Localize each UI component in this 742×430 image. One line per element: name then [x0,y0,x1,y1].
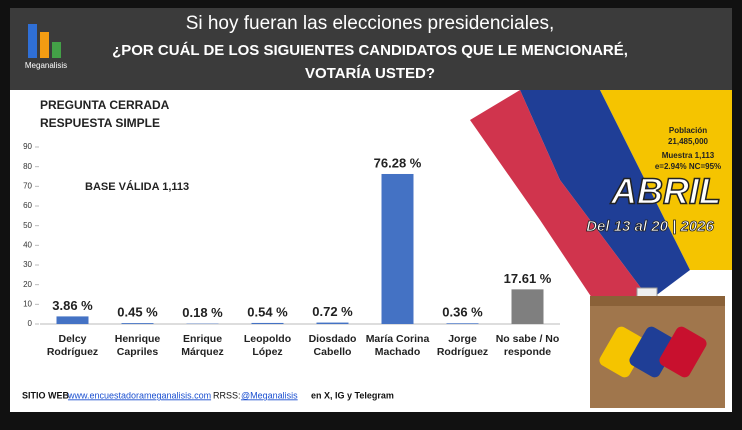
x-tick-label: Leopoldo López [236,333,300,359]
annotation: PREGUNTA CERRADA [40,98,170,112]
x-tick-label: Henrique Capriles [106,333,170,359]
value-label: 0.72 % [312,304,353,319]
value-label: 0.36 % [442,305,483,320]
bar [122,323,154,324]
question: VOTARÍA USTED? [305,65,435,82]
y-tick-label: 40 [23,240,32,249]
value-label: 0.54 % [247,304,288,319]
bar [252,323,284,324]
x-tick-label: María Corina Machado [366,333,430,359]
bar [317,323,349,324]
x-tick-label: Jorge Rodríguez [431,333,495,359]
y-tick-label: 10 [23,299,32,308]
question: ¿POR CUÁL DE LOS SIGUIENTES CANDIDATOS Q… [112,42,628,59]
x-tick-label: Enrique Márquez [171,333,235,359]
bar [512,289,544,324]
logo-bar [40,32,49,58]
annotation: RESPUESTA SIMPLE [40,116,160,130]
value-label: 0.18 % [182,305,223,320]
logo-bar [52,42,61,58]
y-tick-label: 90 [23,142,32,151]
bar [382,174,414,324]
footer-text: RRSS: [213,390,241,400]
y-tick-label: 30 [23,260,32,269]
value-label: 3.86 % [52,298,93,313]
y-tick-label: 50 [23,221,32,230]
dates: Del 13 al 20 | 2026 [586,218,714,235]
base-note: BASE VÁLIDA 1,113 [85,180,189,193]
value-label: 17.61 % [504,271,552,286]
sidebar-text: Muestra 1,113 [662,151,715,160]
x-tick-label: Diosdado Cabello [301,333,365,359]
logo-bar [28,24,37,58]
bar [447,323,479,324]
footer-text: SITIO WEB [22,390,70,400]
month: ABRIL [610,171,721,212]
logo-text: Meganalisis [25,61,67,70]
x-tick-label: No sabe / No responde [496,333,560,359]
x-tick-label: Delcy Rodríguez [41,333,105,359]
footer-text: en X, IG y Telegram [311,390,394,400]
ballot-box-top [590,296,725,306]
value-label: 76.28 % [374,155,422,170]
bar [57,316,89,324]
footer-link: @Meganalisis [241,390,298,400]
sidebar-text: 21,485,000 [668,137,709,146]
value-label: 0.45 % [117,305,158,320]
y-tick-label: 60 [23,201,32,210]
title: Si hoy fueran las elecciones presidencia… [186,13,555,34]
y-tick-label: 20 [23,280,32,289]
footer-link: www.encuestadorameganalisis.com [67,390,211,400]
y-tick-label: 80 [23,162,32,171]
y-tick-label: 70 [23,181,32,190]
y-tick-label: 0 [28,319,33,328]
sidebar-text: Población [669,126,707,135]
